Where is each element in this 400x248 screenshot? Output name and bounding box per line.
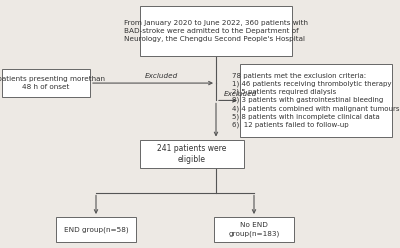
Text: Excluded: Excluded	[224, 91, 257, 97]
Text: From January 2020 to June 2022, 360 patients with
BAD-stroke were admitted to th: From January 2020 to June 2022, 360 pati…	[124, 20, 308, 42]
Text: 78 patients met the exclusion criteria:
1) 46 patients receiving thrombolytic th: 78 patients met the exclusion criteria: …	[232, 73, 400, 128]
Text: Excluded: Excluded	[144, 73, 178, 79]
FancyBboxPatch shape	[214, 217, 294, 242]
FancyBboxPatch shape	[140, 139, 244, 168]
FancyBboxPatch shape	[240, 64, 392, 137]
FancyBboxPatch shape	[56, 217, 136, 242]
FancyBboxPatch shape	[2, 69, 90, 97]
Text: 241 patients were
eligible: 241 patients were eligible	[157, 144, 227, 164]
FancyBboxPatch shape	[140, 6, 292, 56]
Text: No END
group(n=183): No END group(n=183)	[228, 222, 280, 237]
Text: END group(n=58): END group(n=58)	[64, 226, 128, 233]
Text: 41patients presenting morethan
48 h of onset: 41patients presenting morethan 48 h of o…	[0, 76, 104, 90]
